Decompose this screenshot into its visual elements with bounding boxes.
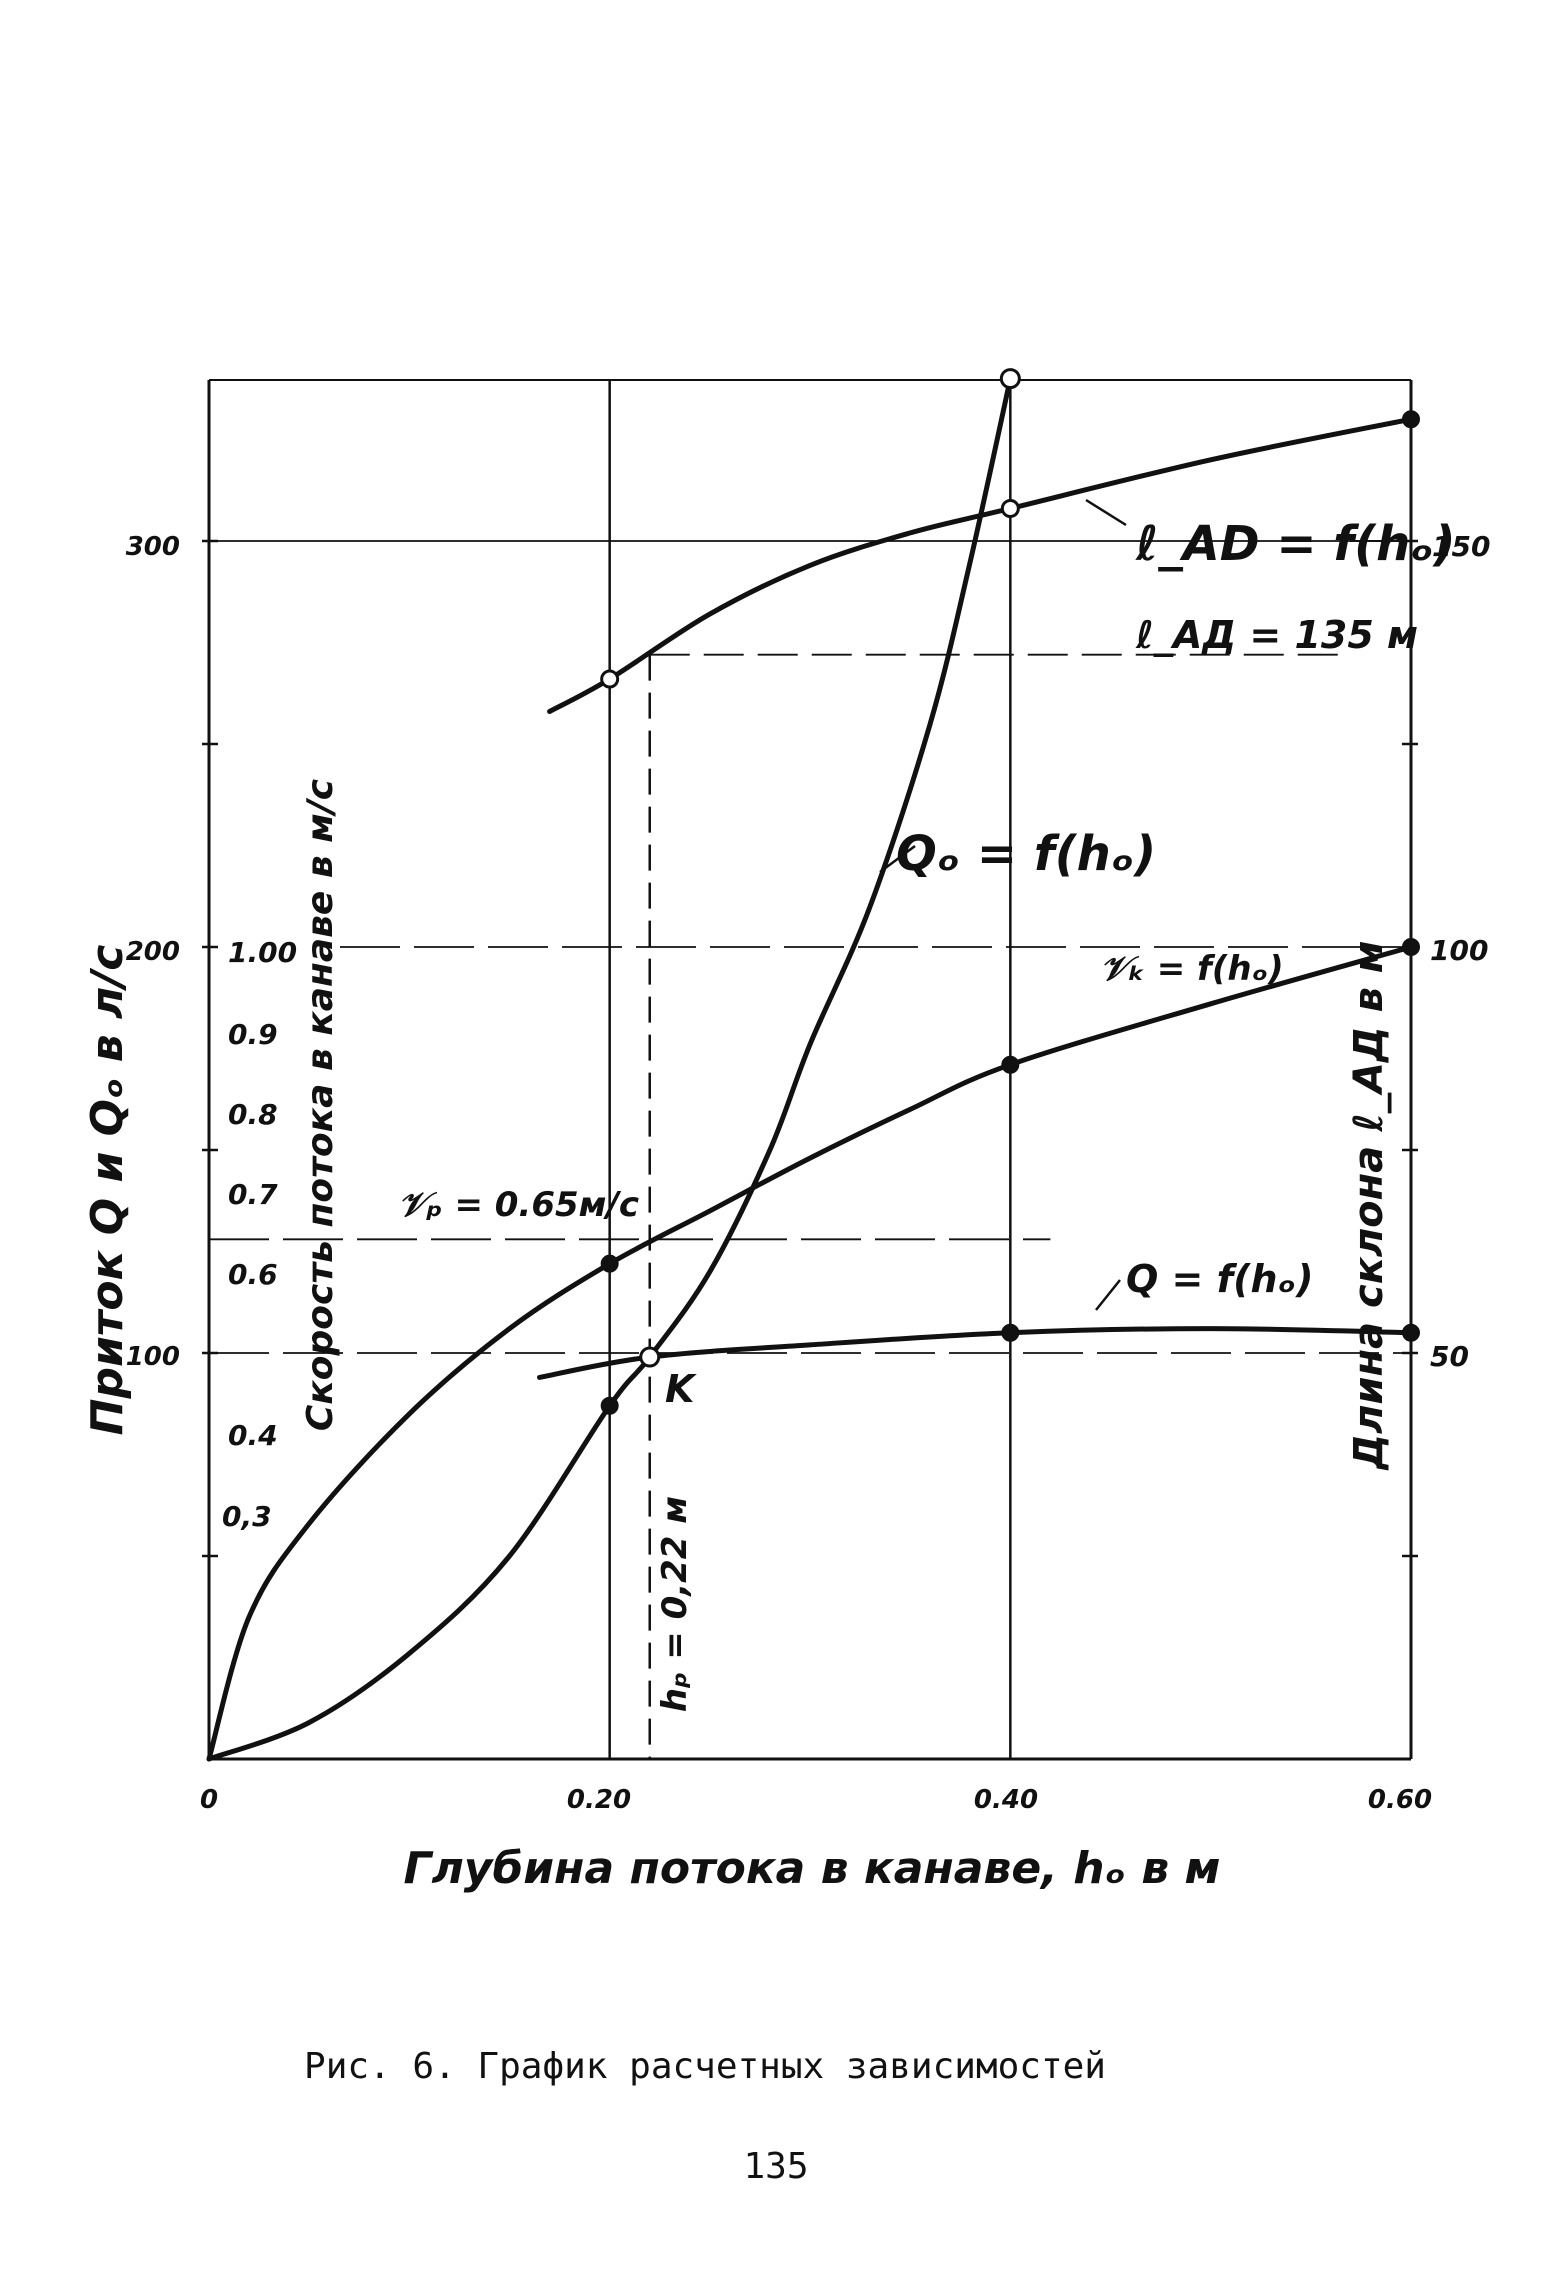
- x-tick-labels: 0 0.20 0.40 0.60: [200, 1785, 1432, 1815]
- data-point-marker: [1001, 1055, 1020, 1074]
- q0-leader-line: [879, 844, 916, 874]
- x-axis-title: Глубина потока в канаве, hₒ в м: [404, 1843, 1221, 1894]
- l-ad-curve: [547, 416, 1414, 714]
- q-leader-line: [1095, 1279, 1121, 1311]
- q-axis-tick-labels: 100 200 300: [126, 532, 180, 1372]
- v-tick-label: 0.7: [228, 1178, 278, 1211]
- q-axis-title: Приток Q и Qₒ в л/с: [82, 945, 133, 1436]
- grid-lines: [209, 380, 1411, 1759]
- l-tick-label: 50: [1430, 1340, 1469, 1373]
- q0-endpoint-marker: [999, 368, 1021, 390]
- vp-value-label: 𝒱ₚ = 0.65м/с: [398, 1185, 639, 1225]
- point-k-label: K: [665, 1367, 697, 1411]
- q-tick-label: 100: [126, 1342, 180, 1372]
- q-tick-label: 200: [126, 937, 180, 967]
- page-number: 135: [743, 2146, 808, 2187]
- x-tick-label: 0.40: [974, 1785, 1038, 1815]
- v-tick-label: 0,3: [222, 1500, 272, 1533]
- data-point-marker: [1402, 1323, 1420, 1342]
- point-k-marker: [639, 1346, 661, 1368]
- data-point-marker: [1402, 410, 1420, 429]
- x-tick-label: 0: [200, 1785, 218, 1815]
- data-point-marker: [1402, 938, 1420, 956]
- right-axis-tick-labels: 50 100 150: [1430, 530, 1490, 1373]
- l-tick-label: 150: [1432, 530, 1490, 563]
- vk-curve: [206, 944, 1414, 1762]
- l-ad-open-marker: [600, 669, 620, 689]
- x-tick-label: 0.60: [1368, 1785, 1432, 1815]
- series-curves: [206, 376, 1414, 1762]
- data-point-marker: [1001, 1323, 1020, 1342]
- l-ad-curve-label: ℓ_АD = f(hₒ): [1135, 516, 1456, 572]
- l-tick-label: 100: [1430, 934, 1488, 967]
- v-tick-label: 0.6: [228, 1258, 278, 1291]
- q0-curve-label: Qₒ = f(hₒ): [896, 826, 1156, 882]
- axis-titles: Глубина потока в канаве, hₒ в м Приток Q…: [82, 779, 1392, 1894]
- curve-annotations: ℓ_АD = f(hₒ) ℓ_АД = 135 м Qₒ = f(hₒ) 𝒱ₖ …: [398, 516, 1456, 1712]
- v-tick-label: 0.4: [228, 1419, 278, 1452]
- right-axis-title: Длина склона ℓ_АД в м: [1346, 940, 1392, 1471]
- v-tick-label: 0.8: [228, 1098, 278, 1131]
- figure-caption: Рис. 6. График расчетных зависимостей: [304, 2046, 1106, 2087]
- v-axis-tick-labels: 1.00 0.9 0.8 0.7 0.6 0.4 0,3: [222, 936, 297, 1533]
- l-ad-value-label: ℓ_АД = 135 м: [1135, 613, 1418, 657]
- v-tick-label: 1.00: [228, 936, 297, 969]
- vk-curve-label: 𝒱ₖ = f(hₒ): [1100, 949, 1284, 989]
- l-ad-leader-line: [1085, 498, 1127, 527]
- q-tick-label: 300: [126, 532, 180, 562]
- series-markers: [600, 368, 1420, 1415]
- x-tick-label: 0.20: [567, 1785, 631, 1815]
- v-axis-title: Скорость потока в канаве в м/с: [300, 779, 341, 1431]
- v-tick-label: 0.9: [228, 1018, 278, 1051]
- data-point-marker: [600, 1254, 619, 1273]
- hp-value-label: hₚ = 0,22 м: [655, 1496, 695, 1712]
- q0-curve: [206, 376, 1013, 1762]
- l-ad-open-marker: [1000, 499, 1020, 519]
- q-curve-label: Q = f(hₒ): [1126, 1257, 1313, 1301]
- data-point-marker: [600, 1396, 619, 1415]
- plot-frame: [202, 379, 1418, 1761]
